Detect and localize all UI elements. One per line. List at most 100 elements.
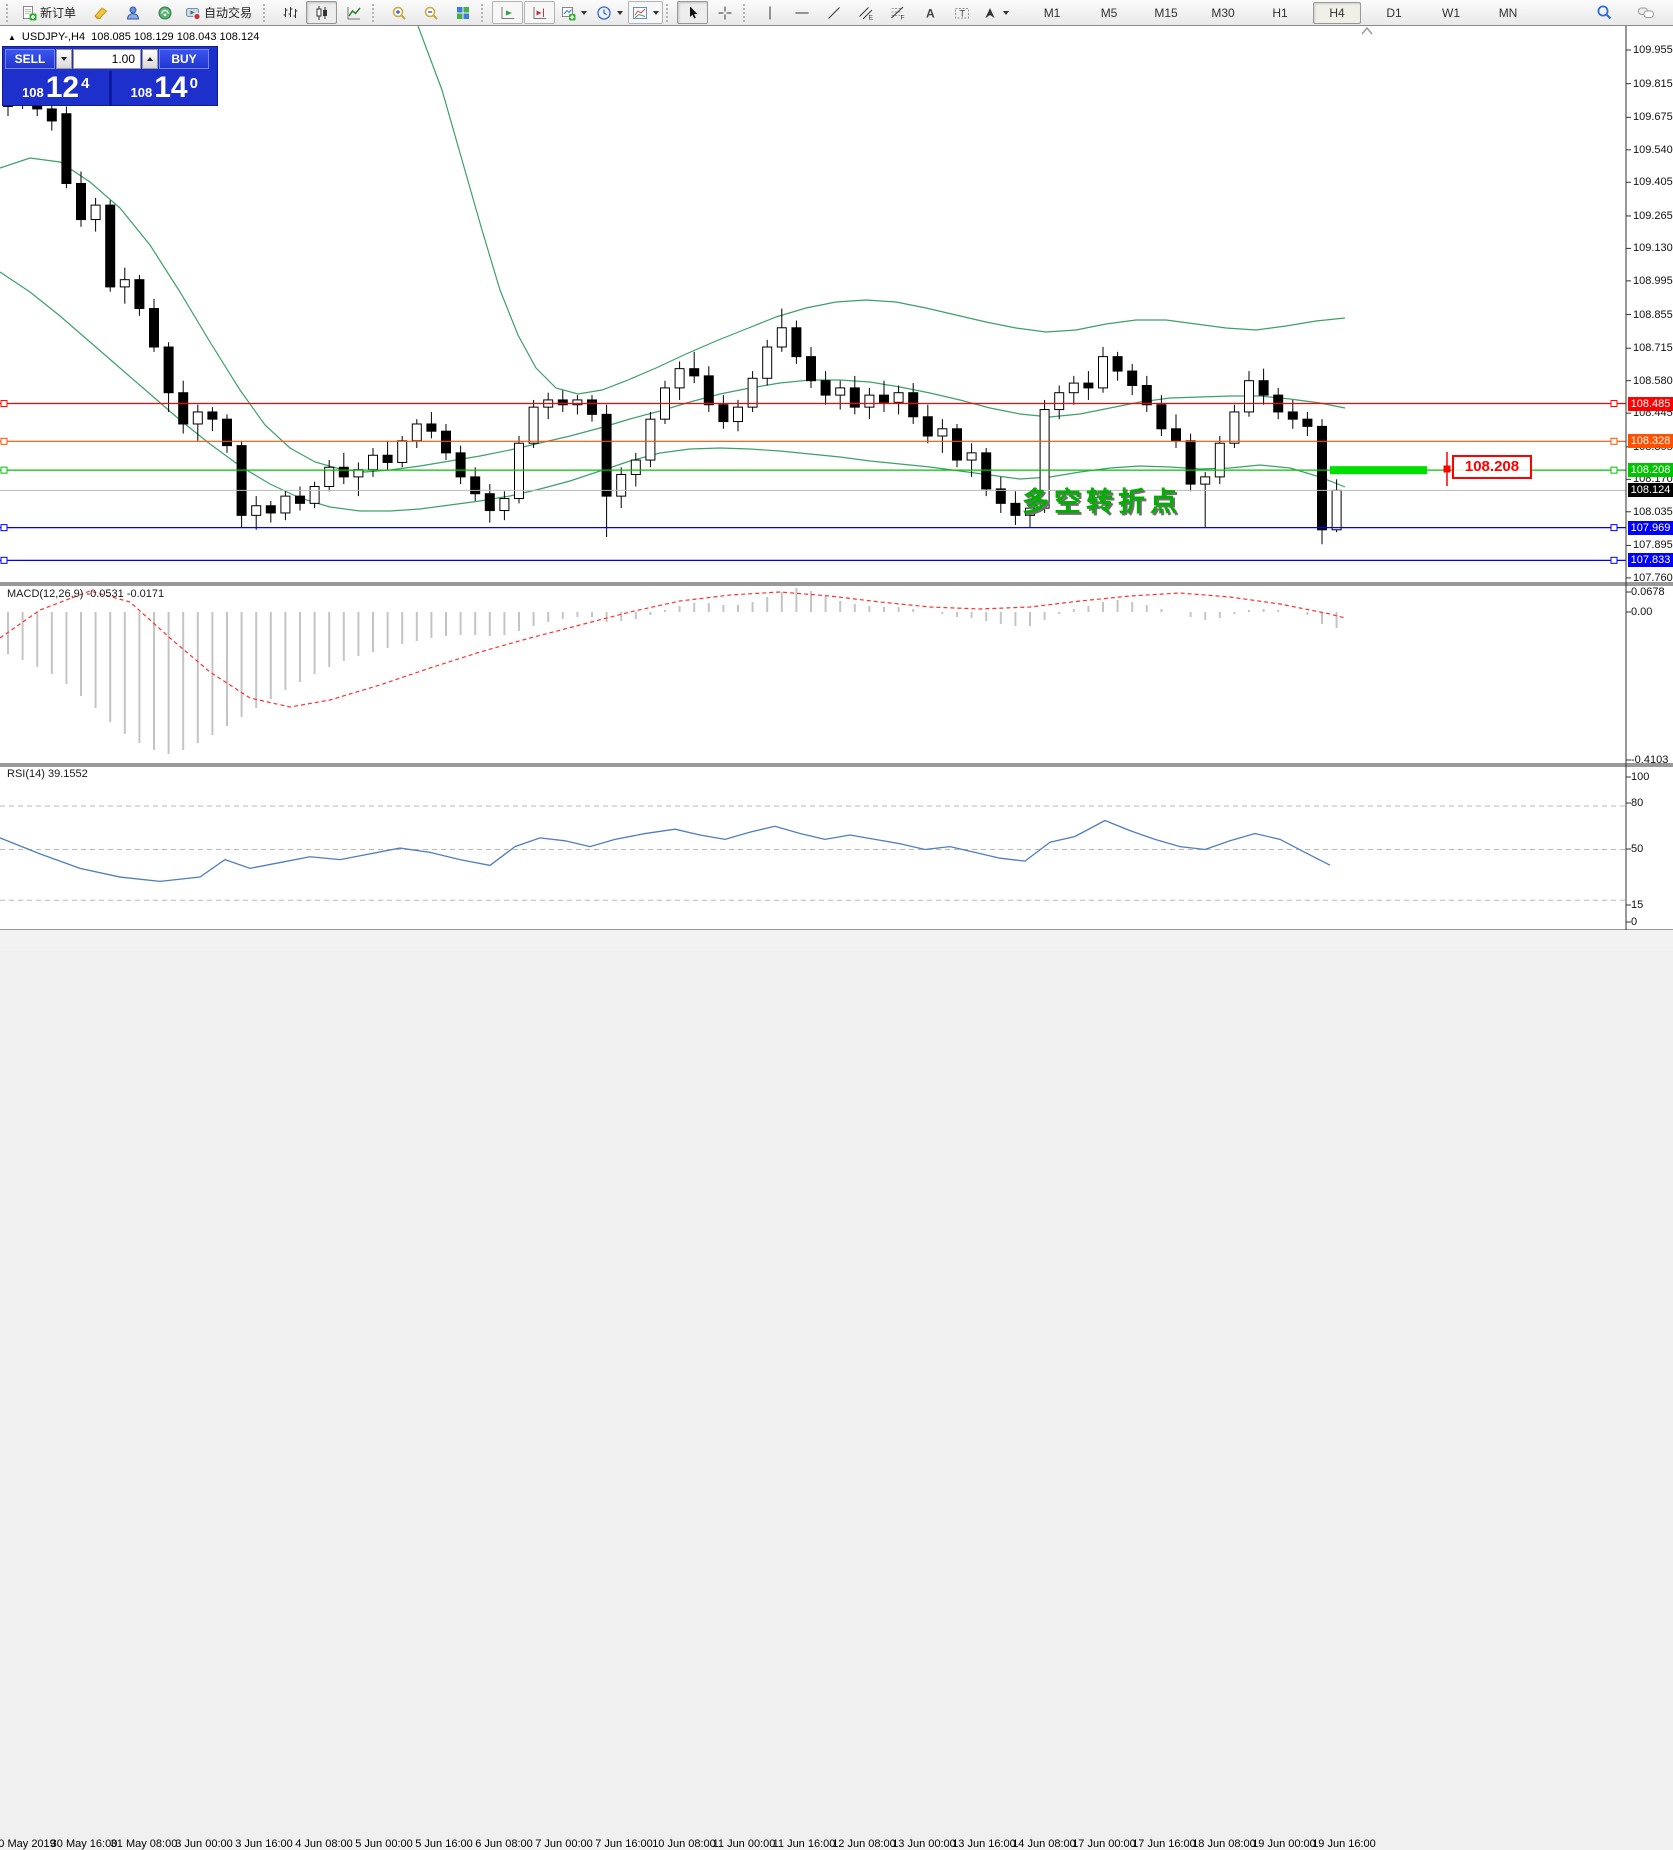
arrows-dropdown[interactable] bbox=[978, 1, 1013, 24]
candle-bullish bbox=[353, 469, 364, 478]
candle-bearish bbox=[587, 399, 597, 415]
line-handle[interactable] bbox=[1610, 400, 1618, 408]
vertical-line-tool-button[interactable] bbox=[754, 1, 785, 24]
crayon-icon bbox=[93, 5, 109, 21]
triangle-up-icon bbox=[147, 57, 153, 61]
candle-bullish bbox=[1214, 442, 1225, 478]
candle-bullish bbox=[119, 279, 130, 288]
time-axis-label: 12 Jun 08:00 bbox=[832, 1838, 896, 1850]
line-handle[interactable] bbox=[1610, 556, 1618, 564]
zoom-out-button[interactable] bbox=[415, 1, 446, 24]
price-callout-label[interactable]: 108.208 bbox=[1452, 455, 1532, 479]
candle-bearish bbox=[222, 418, 232, 447]
channel-tool-button[interactable]: E bbox=[850, 1, 881, 24]
candle-bearish bbox=[338, 466, 349, 478]
triangle-down-icon bbox=[61, 57, 67, 61]
time-axis-label: 19 Jun 16:00 bbox=[1312, 1838, 1376, 1850]
time-axis-label: 3 Jun 16:00 bbox=[235, 1838, 293, 1850]
line-handle[interactable] bbox=[0, 437, 8, 445]
sell-button[interactable]: SELL bbox=[5, 49, 55, 69]
periods-dropdown[interactable] bbox=[592, 1, 627, 24]
line-handle[interactable] bbox=[1610, 437, 1618, 445]
timeframe-button-m30[interactable]: M30 bbox=[1211, 5, 1235, 20]
macd-pane bbox=[0, 588, 1346, 754]
text-tool-button[interactable]: A bbox=[914, 1, 945, 24]
line-handle[interactable] bbox=[0, 524, 8, 532]
crosshair-tool-button[interactable] bbox=[709, 1, 740, 24]
time-axis-label: 11 Jun 16:00 bbox=[772, 1838, 836, 1850]
signals-button[interactable] bbox=[149, 1, 180, 24]
templates-dropdown[interactable] bbox=[628, 1, 664, 24]
candle-bullish bbox=[192, 411, 203, 425]
candle-bearish bbox=[207, 411, 218, 420]
candle-bearish bbox=[718, 404, 729, 423]
zoom-in-button[interactable] bbox=[383, 1, 414, 24]
candle-bullish bbox=[747, 377, 758, 408]
new-chart-dropdown[interactable] bbox=[556, 1, 591, 24]
timeframe-button-m1[interactable]: M1 bbox=[1043, 5, 1061, 20]
turning-point-highlight-bar[interactable] bbox=[1330, 466, 1427, 475]
timeframe-button-w1[interactable]: W1 bbox=[1442, 5, 1461, 20]
candle-bearish bbox=[236, 445, 247, 516]
navigator-button[interactable] bbox=[117, 1, 148, 24]
new-order-button[interactable]: 新订单 bbox=[17, 1, 84, 24]
horizontal-line-tool-button[interactable] bbox=[786, 1, 817, 24]
volume-input[interactable] bbox=[73, 49, 141, 69]
sell-price-big: 12 bbox=[45, 71, 80, 104]
candle-bearish bbox=[820, 380, 831, 396]
text-label-tool-button[interactable]: T bbox=[946, 1, 977, 24]
chat-button[interactable] bbox=[1630, 1, 1661, 24]
timeframe-button-mn[interactable]: MN bbox=[1498, 5, 1518, 20]
line-handle[interactable] bbox=[1610, 466, 1618, 474]
autotrading-button[interactable]: 自动交易 bbox=[181, 1, 260, 24]
candle-bearish bbox=[178, 392, 189, 425]
candle-bearish bbox=[76, 182, 86, 221]
line-chart-button[interactable] bbox=[338, 1, 369, 24]
candle-bearish bbox=[1112, 356, 1123, 372]
line-handle[interactable] bbox=[1610, 524, 1618, 532]
metaeditor-button[interactable] bbox=[85, 1, 116, 24]
chart-shift-marker-icon[interactable] bbox=[1361, 26, 1373, 35]
candle-bearish bbox=[295, 495, 305, 504]
chart-shift-button[interactable] bbox=[524, 1, 556, 24]
line-handle[interactable] bbox=[0, 556, 8, 564]
time-axis-label: 6 Jun 08:00 bbox=[475, 1838, 533, 1850]
tile-windows-button[interactable] bbox=[447, 1, 478, 24]
candle-bearish bbox=[1317, 425, 1327, 531]
candle-bullish bbox=[1039, 409, 1050, 509]
sell-price[interactable]: 108 12 4 bbox=[3, 71, 109, 105]
search-button[interactable] bbox=[1589, 1, 1620, 24]
turning-point-annotation[interactable]: 多空转折点 bbox=[1022, 487, 1182, 517]
fibonacci-icon: F bbox=[890, 5, 906, 21]
cursor-icon bbox=[685, 5, 701, 21]
timeframe-button-h1[interactable]: H1 bbox=[1272, 5, 1288, 20]
timeframe-button-h4[interactable]: H4 bbox=[1313, 1, 1362, 24]
candle-bullish bbox=[1229, 411, 1240, 444]
timeframe-button-m15[interactable]: M15 bbox=[1154, 5, 1178, 20]
trendline-tool-button[interactable] bbox=[818, 1, 849, 24]
candlestick-chart-button[interactable] bbox=[306, 1, 338, 24]
fibonacci-tool-button[interactable]: F bbox=[882, 1, 913, 24]
candle-bearish bbox=[382, 454, 393, 463]
line-handle[interactable] bbox=[0, 400, 8, 408]
cursor-tool-button[interactable] bbox=[677, 1, 709, 24]
volume-down-button[interactable] bbox=[56, 49, 72, 69]
candle-bullish bbox=[645, 418, 656, 461]
auto-scroll-button[interactable] bbox=[492, 1, 524, 24]
svg-text:A: A bbox=[926, 6, 935, 20]
line-handle[interactable] bbox=[0, 466, 8, 474]
time-axis-label: 17 Jun 00:00 bbox=[1072, 1838, 1136, 1850]
buy-price[interactable]: 108 14 0 bbox=[112, 71, 218, 105]
candle-bearish bbox=[981, 452, 992, 490]
bar-chart-button[interactable] bbox=[274, 1, 305, 24]
time-axis-label: 30 May 16:00 bbox=[50, 1838, 118, 1850]
candle-bearish bbox=[484, 493, 495, 512]
time-axis-label: 10 Jun 08:00 bbox=[652, 1838, 716, 1850]
candle-bullish bbox=[572, 399, 583, 406]
volume-up-button[interactable] bbox=[142, 49, 158, 69]
candle-bullish bbox=[397, 440, 408, 463]
timeframe-button-d1[interactable]: D1 bbox=[1386, 5, 1402, 20]
svg-text:E: E bbox=[868, 14, 873, 21]
buy-button[interactable]: BUY bbox=[159, 49, 209, 69]
timeframe-button-m5[interactable]: M5 bbox=[1100, 5, 1118, 20]
